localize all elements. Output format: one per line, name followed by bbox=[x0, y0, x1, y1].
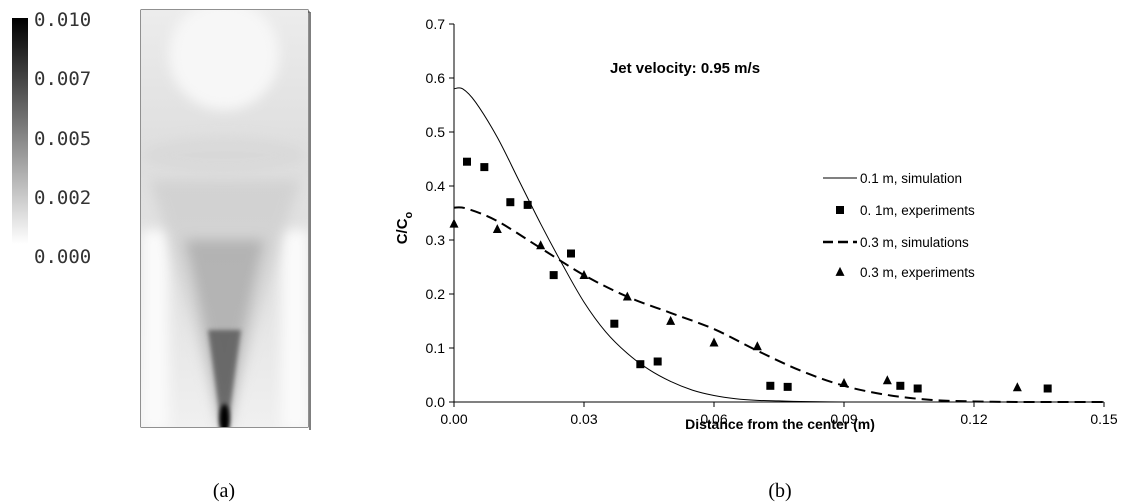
data-point-square bbox=[567, 249, 575, 258]
colorbar-label-4: 0.000 bbox=[34, 246, 91, 268]
data-point-triangle bbox=[622, 291, 632, 301]
y-axis: 0.0 0.1 0.2 0.3 0.4 0.5 0.6 0.7 bbox=[426, 16, 454, 410]
legend-item: 0.3 m, simulations bbox=[823, 235, 969, 250]
legend-label: 0. 1m, experiments bbox=[860, 203, 975, 218]
data-point-square bbox=[783, 382, 792, 391]
data-point-triangle bbox=[536, 240, 546, 250]
chart-title: Jet velocity: 0.95 m/s bbox=[610, 60, 760, 77]
legend-item: 0.3 m, experiments bbox=[835, 265, 975, 280]
y-tick-label: 0.5 bbox=[426, 124, 446, 140]
x-tick-label: 0.06 bbox=[700, 411, 727, 427]
legend-item: 0.1 m, simulation bbox=[823, 171, 962, 186]
series-line bbox=[453, 87, 1104, 403]
data-point-square bbox=[896, 381, 905, 390]
y-tick-label: 0.2 bbox=[426, 286, 446, 302]
plot-series bbox=[449, 87, 1104, 404]
concentration-field bbox=[140, 9, 311, 430]
legend-item: 0. 1m, experiments bbox=[836, 203, 975, 218]
y-tick-label: 0.0 bbox=[426, 394, 446, 410]
series-line bbox=[453, 206, 1104, 404]
data-point-square bbox=[1043, 384, 1052, 393]
data-point-square bbox=[480, 163, 489, 172]
data-point-square bbox=[913, 384, 922, 393]
data-point-triangle bbox=[882, 375, 892, 385]
x-tick-label: 0.09 bbox=[830, 411, 857, 427]
colorbar-label-0: 0.010 bbox=[34, 9, 91, 31]
y-tick-label: 0.6 bbox=[426, 70, 446, 86]
data-point-triangle bbox=[839, 377, 849, 387]
data-point-square bbox=[766, 381, 775, 390]
legend-swatch bbox=[836, 206, 844, 214]
data-point-square bbox=[636, 360, 645, 369]
x-tick-label: 0.12 bbox=[960, 411, 987, 427]
y-tick-label: 0.4 bbox=[426, 178, 446, 194]
data-point-square bbox=[549, 271, 558, 280]
data-point-triangle bbox=[1012, 382, 1022, 392]
panel-a-caption: (a) bbox=[213, 480, 235, 502]
series-0 bbox=[453, 87, 1104, 403]
legend-label: 0.3 m, simulations bbox=[860, 235, 969, 250]
legend-label: 0.3 m, experiments bbox=[860, 265, 975, 280]
y-tick-label: 0.7 bbox=[426, 16, 446, 32]
x-tick-label: 0.03 bbox=[570, 411, 597, 427]
x-tick-label: 0.15 bbox=[1090, 411, 1117, 427]
series-3 bbox=[449, 218, 1022, 392]
colorbar-tick-labels: 0.010 0.007 0.005 0.002 0.000 bbox=[34, 9, 91, 268]
data-point-square bbox=[523, 200, 532, 209]
data-point-triangle bbox=[752, 341, 762, 351]
line-chart: 0.00.10.20.30.40.50.60.7 0.00 0.03 0.06 0.0… bbox=[394, 16, 1118, 432]
data-point-triangle bbox=[666, 315, 676, 325]
data-point-triangle bbox=[579, 269, 589, 279]
data-point-triangle bbox=[709, 337, 719, 347]
data-point-square bbox=[610, 319, 619, 328]
y-axis-label: C/Co bbox=[394, 211, 415, 244]
legend-label: 0.1 m, simulation bbox=[860, 171, 962, 186]
y-tick-label: 0.1 bbox=[426, 340, 446, 356]
series-2 bbox=[453, 206, 1104, 404]
y-axis-label-group: C/Co bbox=[394, 211, 415, 244]
colorbar-label-2: 0.005 bbox=[34, 128, 91, 150]
x-tick-label: 0.00 bbox=[440, 411, 467, 427]
data-point-triangle bbox=[492, 224, 502, 234]
series-1 bbox=[463, 157, 1052, 393]
panel-b: 0.00.10.20.30.40.50.60.7 0.00 0.03 0.06 0.0… bbox=[394, 16, 1118, 502]
data-point-square bbox=[653, 357, 662, 366]
y-axis-label-main: C/C bbox=[394, 218, 411, 244]
panel-b-caption: (b) bbox=[768, 480, 791, 502]
colorbar-label-3: 0.002 bbox=[34, 187, 91, 209]
panel-a: 0.010 0.007 0.005 0.002 0.000 bbox=[12, 9, 311, 502]
y-axis-label-sub: o bbox=[403, 211, 415, 218]
x-axis: 0.00 0.03 0.06 0.09 0.12 0.15 bbox=[440, 402, 1118, 427]
data-point-square bbox=[506, 198, 515, 207]
colorbar-label-1: 0.007 bbox=[34, 68, 91, 90]
y-tick-label: 0.3 bbox=[426, 232, 446, 248]
data-point-square bbox=[463, 157, 471, 166]
x-axis-label: Distance from the center (m) bbox=[685, 416, 875, 432]
colorbar bbox=[12, 18, 28, 244]
legend-swatch bbox=[835, 266, 845, 276]
legend: 0.1 m, simulation 0. 1m, experiments 0.3 m… bbox=[823, 171, 975, 280]
